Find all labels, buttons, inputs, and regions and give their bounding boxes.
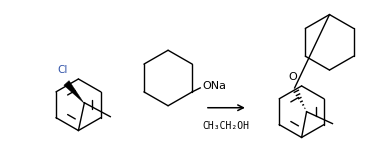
Text: ONa: ONa xyxy=(202,81,226,91)
Text: Cl: Cl xyxy=(57,65,68,75)
Polygon shape xyxy=(64,81,84,103)
Text: O: O xyxy=(288,72,297,82)
Text: CH₃CH₂OH: CH₃CH₂OH xyxy=(202,121,250,131)
